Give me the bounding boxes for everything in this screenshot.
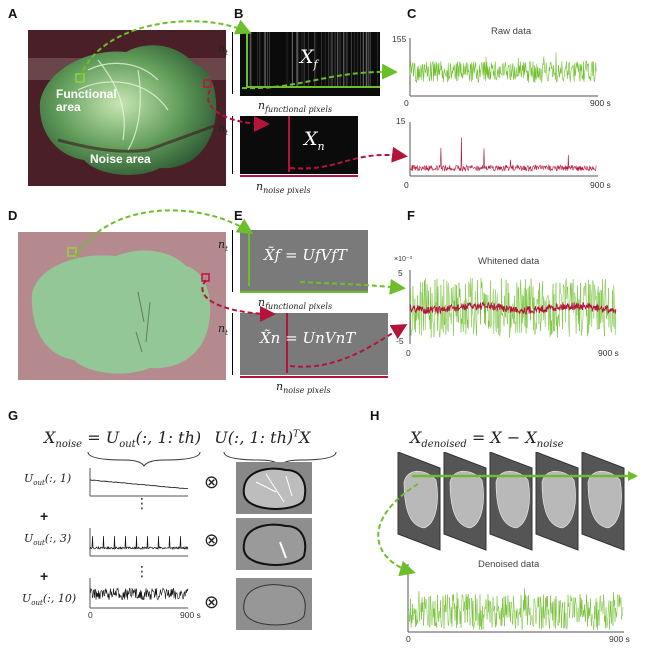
eq-whitened-f: X̃f = UfVfT [264, 246, 347, 264]
u-out-10-trace [89, 587, 189, 601]
whitened-functional-trace [409, 277, 617, 338]
whitened-x0: 0 [406, 348, 411, 358]
functional-roi-box [75, 73, 85, 83]
panel-letter-e: E [234, 208, 243, 223]
raw-noise-line [409, 137, 597, 172]
raw-bot-ymax: 15 [396, 116, 406, 126]
raw-noise-trace [409, 137, 597, 172]
u-out-3-trace [89, 535, 189, 551]
otimes-3: ⊗ [204, 592, 220, 613]
u-out-3-label: Uout(:, 3) [24, 532, 72, 548]
otimes-2: ⊗ [204, 530, 220, 551]
brain-image-whitened [18, 232, 226, 380]
brain-image-raw: Functional area Noise area [28, 30, 226, 186]
u-out-1-trace [89, 479, 189, 490]
otimes-1: ⊗ [204, 472, 220, 493]
u-out-1-label: Uout(:, 1) [24, 472, 72, 488]
raw-data-title: Raw data [491, 26, 532, 37]
nt-label-b1: nt [218, 42, 228, 58]
denoised-image-stack [397, 452, 638, 551]
whitened-noise-trace [409, 301, 617, 315]
panel-letter-b: B [234, 6, 244, 21]
denoised-data-title: Denoised data [478, 559, 540, 570]
nt-label-e2: nt [218, 322, 228, 338]
noise-area-label: Noise area [90, 152, 151, 166]
nt-label-b2: nt [218, 122, 228, 138]
denoised-line [407, 588, 624, 631]
denoised-x0: 0 [406, 634, 411, 644]
n-functional-label-e: nfunctional pixels [258, 296, 333, 312]
time-arrow-head [628, 471, 638, 481]
xf-symbol: X [300, 46, 314, 68]
noise-equation: Xnoise = Uout(:, 1: th) U(:, 1: th)TX [44, 428, 311, 451]
panel-letter-a: A [8, 6, 18, 21]
whitened-ymin: -5 [396, 336, 404, 346]
eq-whitened-n: X̃n = UnVnT [260, 329, 356, 347]
raw-top-ymax: 155 [392, 34, 407, 44]
denoised-equation: Xdenoised = X − Xnoise [410, 428, 564, 451]
raw-top-x0: 0 [404, 98, 409, 108]
raw-functional-line [409, 52, 597, 83]
functional-area-label: Functional area [56, 87, 117, 114]
n-noise-label-b: nnoise pixels [256, 180, 311, 196]
xn-symbol: X [304, 128, 318, 150]
nt-label-e1: nt [218, 238, 228, 254]
g-xend: 900 s [180, 610, 201, 620]
spatial-map-1 [236, 462, 312, 518]
spatial-map-3 [236, 518, 312, 574]
plus-sign-1: + [40, 508, 49, 524]
matrix-whitened-n: X̃n = UnVnT [240, 313, 388, 375]
panel-letter-h: H [370, 408, 380, 423]
u-out-10-label: Uout(:, 10) [22, 592, 77, 608]
panel-letter-d: D [8, 208, 18, 223]
whitened-functional-line [409, 277, 617, 338]
vertical-dots-2: ⋮ [135, 564, 149, 580]
whitened-scale: ×10⁻³ [394, 256, 412, 263]
whitened-xend: 900 s [598, 348, 619, 358]
whitened-noise-line [409, 301, 617, 315]
g-x0: 0 [88, 610, 93, 620]
raw-traces [409, 38, 598, 177]
panel-letter-f: F [407, 208, 415, 223]
matrix-xf: Xf [240, 32, 380, 96]
n-functional-label-b: nfunctional pixels [258, 99, 333, 115]
panel-letter-g: G [8, 408, 19, 423]
vertical-dots-1: ⋮ [135, 496, 149, 512]
n-noise-label-e: nnoise pixels [276, 380, 331, 396]
u-out-traces [89, 468, 189, 609]
whitened-ymax: 5 [398, 268, 403, 278]
plus-sign-2: + [40, 568, 49, 584]
noise-roi-box [203, 79, 212, 88]
whitened-traces [409, 270, 617, 344]
raw-top-xend: 900 s [590, 98, 611, 108]
raw-functional-trace [409, 52, 597, 83]
raw-bot-xend: 900 s [590, 180, 611, 190]
panel-letter-c: C [407, 6, 417, 21]
denoised-xend: 900 s [609, 634, 630, 644]
raw-bot-x0: 0 [404, 180, 409, 190]
whitened-data-title: Whitened data [478, 256, 540, 267]
spatial-map-10 [236, 578, 312, 634]
